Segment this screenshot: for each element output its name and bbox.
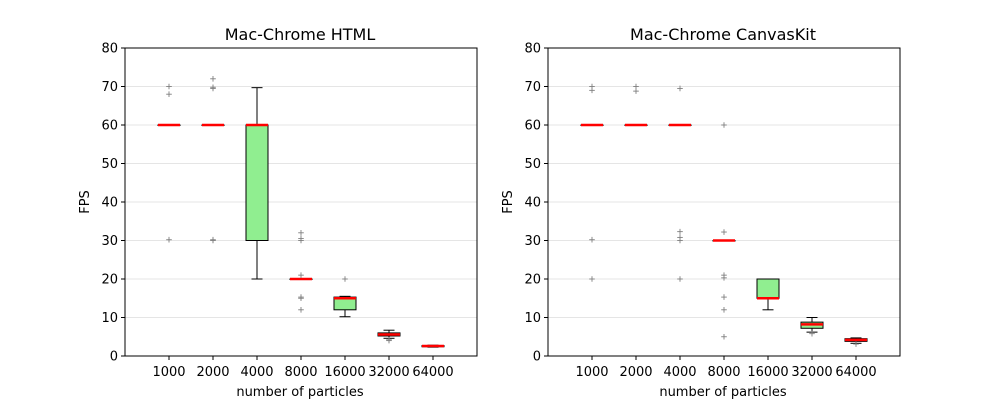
outlier-point [589, 87, 595, 94]
box-2000 [624, 83, 648, 127]
outlier-point [721, 122, 727, 128]
y-tick-label: 10 [524, 311, 541, 326]
outlier-point [298, 230, 304, 236]
box-4000 [245, 87, 269, 280]
x-tick-label: 16000 [324, 365, 365, 380]
outlier-point [809, 330, 815, 337]
outlier-point [853, 341, 859, 347]
outlier-point [166, 236, 172, 243]
y-tick-label: 70 [524, 80, 541, 95]
outlier-point [298, 295, 304, 302]
y-tick-label: 10 [101, 311, 118, 326]
x-tick-label: 64000 [412, 365, 453, 380]
outlier-point [589, 276, 595, 282]
y-tick-label: 30 [101, 234, 118, 249]
chart-html: Mac-Chrome HTML FPS number of particles … [78, 25, 478, 400]
y-axis-label: FPS [501, 190, 516, 214]
box-body [756, 278, 780, 299]
outlier-point [342, 276, 348, 282]
outlier-point [298, 272, 304, 278]
y-tick-label: 50 [101, 157, 118, 172]
outlier-point [721, 333, 727, 340]
y-tick-label: 50 [524, 157, 541, 172]
outlier-point [677, 276, 683, 282]
box-16000 [756, 278, 780, 311]
y-tick-label: 0 [533, 350, 541, 365]
box-1000 [580, 83, 604, 282]
outlier-point [721, 294, 727, 300]
x-tick-label: 1000 [575, 365, 608, 380]
y-tick-label: 20 [101, 273, 118, 288]
box-body [245, 124, 269, 241]
y-tick-label: 60 [101, 119, 118, 134]
x-tick-label: 8000 [284, 365, 317, 380]
box-2000 [201, 76, 225, 244]
box-8000 [289, 230, 313, 313]
y-tick-label: 70 [101, 80, 118, 95]
outlier-point [166, 91, 172, 97]
chart-title: Mac-Chrome CanvasKit [630, 25, 816, 44]
x-tick-label: 32000 [368, 365, 409, 380]
x-axis-label: number of particles [659, 385, 787, 400]
outlier-point [210, 76, 216, 82]
y-tick-label: 20 [524, 273, 541, 288]
box-4000 [668, 85, 692, 282]
outlier-point [721, 275, 727, 281]
x-tick-label: 4000 [240, 365, 273, 380]
outlier-point [589, 236, 595, 243]
y-tick-label: 80 [524, 42, 541, 57]
outlier-point [166, 83, 172, 90]
chart-title: Mac-Chrome HTML [225, 25, 376, 44]
x-tick-label: 8000 [707, 365, 740, 380]
y-tick-label: 40 [101, 196, 118, 211]
y-axis-label: FPS [78, 190, 93, 214]
outlier-point [210, 237, 216, 244]
box-32000 [377, 329, 401, 344]
x-tick-label: 2000 [196, 365, 229, 380]
box-64000 [844, 337, 868, 347]
y-tick-label: 40 [524, 196, 541, 211]
x-tick-label: 4000 [663, 365, 696, 380]
outlier-point [386, 337, 392, 344]
box-64000 [421, 344, 445, 348]
outlier-point [633, 88, 639, 94]
x-tick-label: 1000 [152, 365, 185, 380]
y-tick-label: 80 [101, 42, 118, 57]
x-axis-label: number of particles [236, 385, 364, 400]
outlier-point [298, 237, 304, 244]
y-tick-label: 0 [110, 350, 118, 365]
y-tick-label: 30 [524, 234, 541, 249]
outlier-point [677, 85, 683, 92]
outlier-point [677, 228, 683, 235]
outlier-point [721, 229, 727, 235]
box-16000 [333, 276, 357, 318]
box-32000 [800, 317, 824, 337]
chart-canvaskit: Mac-Chrome CanvasKit FPS number of parti… [501, 25, 901, 400]
x-tick-label: 16000 [747, 365, 788, 380]
outlier-point [721, 307, 727, 313]
box-1000 [157, 83, 181, 243]
x-tick-label: 32000 [791, 365, 832, 380]
x-tick-label: 2000 [619, 365, 652, 380]
outlier-point [677, 237, 683, 244]
x-tick-label: 64000 [835, 365, 876, 380]
box-8000 [712, 122, 736, 340]
outlier-point [298, 307, 304, 313]
y-tick-label: 60 [524, 119, 541, 134]
outlier-point [210, 84, 216, 91]
